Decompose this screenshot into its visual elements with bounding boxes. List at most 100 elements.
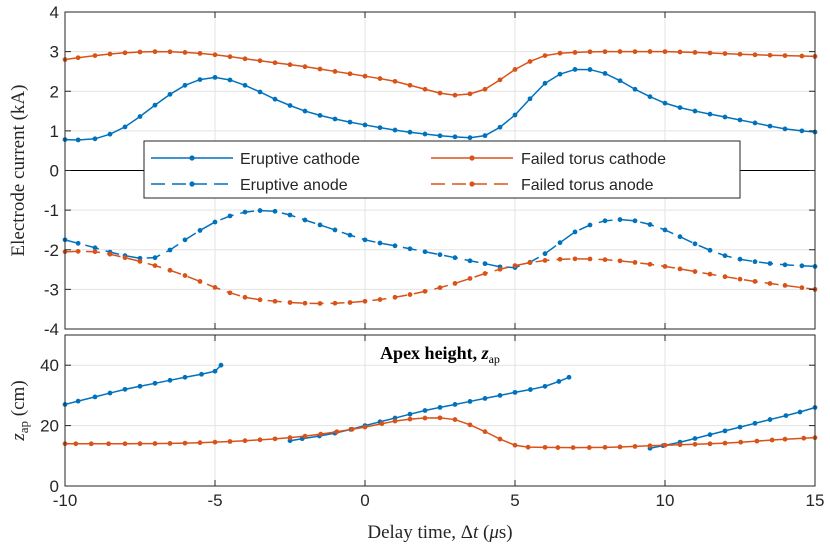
point-eruptive-cathode-47 [767, 123, 773, 129]
point-failed-torus-cathode-32 [542, 53, 548, 58]
point-failed-torus-anode-32 [542, 258, 548, 263]
point-failed-torus-cathode-30 [512, 67, 518, 72]
point-failed-torus-cathode-47 [767, 52, 773, 58]
y-tick-label-20: 20 [40, 417, 59, 436]
top-series-group [62, 49, 818, 306]
point-eruptive-apex-segment-1-11 [218, 362, 224, 368]
point-failed-torus-apex-33 [555, 445, 561, 450]
point-eruptive-anode-43 [707, 247, 713, 253]
legend-item-eruptive-cathode: Eruptive cathode [151, 151, 360, 168]
point-eruptive-anode-8 [182, 237, 188, 243]
point-failed-torus-cathode-34 [572, 50, 578, 55]
point-eruptive-anode-16 [302, 217, 308, 223]
legend: Eruptive cathode Eruptive anode Failed t… [143, 140, 741, 199]
apex-title-var: z [481, 343, 489, 363]
point-eruptive-anode-12 [242, 209, 248, 215]
point-eruptive-apex-segment-1-6 [152, 380, 158, 386]
point-failed-torus-anode-18 [332, 300, 338, 306]
point-failed-torus-anode-47 [767, 281, 773, 286]
point-eruptive-anode-41 [677, 234, 683, 240]
point-failed-torus-anode-34 [572, 256, 578, 262]
point-eruptive-anode-28 [482, 261, 488, 267]
point-failed-torus-cathode-20 [362, 73, 368, 79]
point-failed-torus-cathode-12 [242, 56, 248, 62]
point-failed-torus-apex-3 [106, 441, 111, 447]
legend-box [143, 140, 741, 199]
point-failed-torus-anode-28 [482, 271, 488, 276]
point-failed-torus-anode-37 [617, 258, 623, 264]
top-y-axis-label: Electrode current (kA) [8, 85, 29, 257]
series-line-eruptive-apex-segment-1 [64, 364, 222, 406]
point-failed-torus-cathode-9 [197, 51, 203, 56]
point-eruptive-cathode-34 [572, 67, 578, 72]
point-failed-torus-apex-27 [467, 422, 473, 428]
series-failed-torus-apex [62, 415, 818, 451]
point-failed-torus-anode-45 [737, 276, 743, 282]
point-failed-torus-apex-41 [677, 442, 683, 448]
point-eruptive-cathode-5 [137, 114, 143, 119]
point-eruptive-cathode-7 [167, 91, 173, 97]
point-failed-torus-cathode-49 [799, 53, 805, 59]
point-failed-torus-cathode-22 [392, 78, 398, 84]
point-failed-torus-cathode-8 [182, 50, 188, 55]
point-failed-torus-cathode-45 [737, 51, 743, 57]
point-eruptive-anode-32 [542, 251, 548, 257]
x-tick-label-10: -10 [53, 491, 78, 510]
point-eruptive-cathode-11 [227, 77, 233, 83]
point-failed-torus-anode-5 [137, 258, 143, 264]
point-failed-torus-apex-43 [707, 441, 713, 447]
point-eruptive-anode-24 [422, 249, 428, 255]
point-eruptive-apex-segment-2-8 [407, 411, 413, 417]
point-failed-torus-apex-21 [379, 421, 385, 427]
point-failed-torus-apex-16 [302, 433, 308, 439]
point-failed-torus-apex-22 [392, 418, 398, 424]
point-failed-torus-anode-24 [422, 288, 428, 294]
point-eruptive-apex-segment-2-14 [497, 393, 503, 398]
point-failed-torus-apex-14 [272, 436, 278, 442]
point-failed-torus-cathode-25 [437, 90, 443, 96]
point-eruptive-cathode-13 [257, 89, 263, 95]
x-tick-label-5: 5 [510, 491, 519, 510]
point-eruptive-cathode-49 [799, 128, 805, 134]
point-eruptive-anode-39 [647, 222, 653, 227]
point-failed-torus-apex-11 [227, 439, 233, 444]
point-eruptive-cathode-20 [362, 122, 368, 128]
y-tick-label-0: 0 [50, 162, 59, 181]
legend-item-failed-torus-cathode: Failed torus cathode [431, 151, 666, 168]
point-failed-torus-cathode-39 [647, 49, 653, 54]
point-eruptive-cathode-25 [437, 133, 443, 139]
point-failed-torus-cathode-35 [587, 49, 593, 55]
point-failed-torus-anode-40 [662, 263, 668, 269]
point-failed-torus-anode-17 [317, 301, 323, 306]
point-eruptive-apex-segment-2-9 [422, 408, 428, 413]
point-failed-torus-apex-18 [334, 429, 340, 435]
point-failed-torus-anode-30 [512, 263, 518, 268]
point-eruptive-anode-7 [167, 247, 173, 253]
point-failed-torus-apex-47 [769, 437, 775, 443]
electrode-current-panel: -4 -3 -2 -1 0 1 2 3 4 Electrode current (kA) Eru… [8, 3, 818, 339]
x-tick-label-10: 10 [656, 491, 675, 510]
point-eruptive-apex-segment-3-8 [767, 417, 773, 422]
point-eruptive-cathode-15 [287, 103, 293, 108]
legend-label-failed-torus-anode: Failed torus anode [521, 177, 654, 194]
point-failed-torus-anode-26 [452, 281, 458, 286]
point-eruptive-apex-segment-2-11 [452, 402, 458, 407]
point-eruptive-apex-segment-1-10 [212, 368, 218, 374]
point-failed-torus-cathode-5 [137, 49, 143, 55]
point-failed-torus-apex-1 [73, 441, 79, 447]
series-eruptive-cathode [62, 67, 818, 143]
point-eruptive-cathode-48 [782, 126, 788, 132]
point-eruptive-anode-21 [377, 240, 383, 246]
point-eruptive-anode-47 [767, 261, 773, 266]
series-failed-torus-anode [62, 248, 818, 306]
point-eruptive-cathode-3 [107, 131, 113, 137]
xlabel-part-unit: s) [499, 522, 513, 543]
point-failed-torus-cathode-13 [257, 58, 263, 64]
series-line-eruptive-cathode [64, 68, 816, 141]
point-eruptive-cathode-16 [302, 108, 308, 114]
point-eruptive-apex-segment-1-9 [199, 371, 204, 377]
point-failed-torus-apex-46 [754, 438, 760, 444]
point-eruptive-anode-38 [632, 218, 638, 224]
point-failed-torus-cathode-28 [482, 86, 488, 92]
point-eruptive-cathode-1 [75, 137, 81, 143]
